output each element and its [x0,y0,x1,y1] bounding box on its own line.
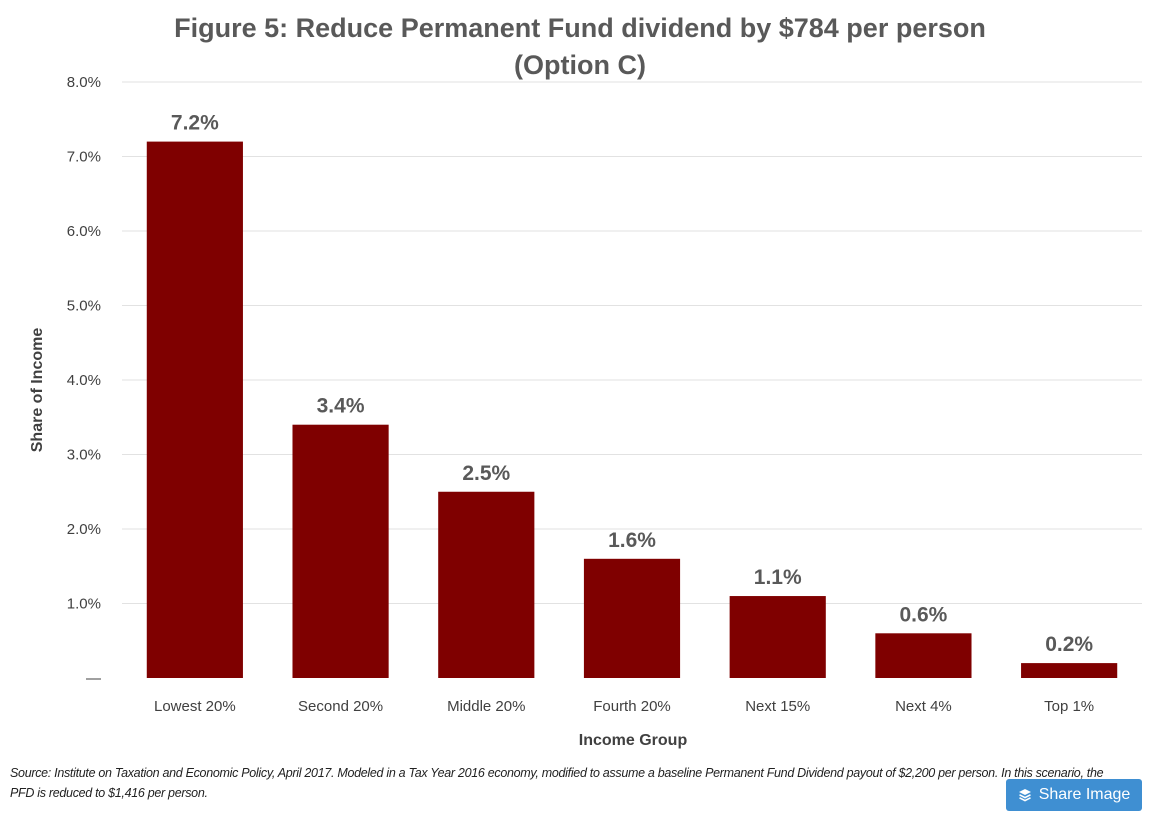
y-tick-label: 3.0% [67,447,101,464]
chart-title: Figure 5: Reduce Permanent Fund dividend… [174,13,986,43]
bars [146,141,1118,679]
category-label: Middle 20% [447,698,525,715]
x-axis-title: Income Group [579,732,688,749]
y-axis-ticks: — 1.0% 2.0% 3.0% 4.0% 5.0% 6.0% 7.0% 8.0% [67,74,101,687]
bar [1021,663,1118,678]
y-tick-label: 2.0% [67,521,101,538]
category-label: Next 15% [745,698,810,715]
share-button-label: Share Image [1038,786,1131,803]
y-axis-title: Share of Income [29,328,46,453]
data-labels: 7.2% 3.4% 2.5% 1.6% 1.1% 0.6% 0.2% [171,112,1093,656]
bar-chart: Figure 5: Reduce Permanent Fund dividend… [29,13,1142,749]
y-tick-label: 5.0% [67,298,101,315]
data-label: 2.5% [462,462,510,485]
category-label: Top 1% [1044,698,1094,715]
data-label: 1.1% [754,566,802,589]
chart-subtitle: (Option C) [514,50,646,80]
bar [438,491,535,678]
data-label: 0.6% [899,603,947,626]
y-tick-label: 6.0% [67,223,101,240]
category-label: Fourth 20% [593,698,671,715]
bar [292,424,389,678]
x-axis-categories: Lowest 20% Second 20% Middle 20% Fourth 20%… [154,698,1094,715]
y-tick-label: — [86,670,101,687]
y-tick-label: 7.0% [67,149,101,166]
data-label: 0.2% [1045,633,1093,656]
bar [729,596,826,678]
data-label: 3.4% [317,395,365,418]
category-label: Next 4% [895,698,952,715]
gridlines [122,81,1142,604]
share-image-button[interactable]: Share Image [1006,779,1142,811]
bar [146,141,243,679]
data-label: 7.2% [171,112,219,135]
y-tick-label: 1.0% [67,596,101,613]
y-tick-label: 8.0% [67,74,101,91]
data-label: 1.6% [608,529,656,552]
layers-icon [1018,789,1031,802]
bar [875,633,972,678]
bar [583,558,681,678]
category-label: Second 20% [298,698,383,715]
y-tick-label: 4.0% [67,372,101,389]
category-label: Lowest 20% [154,698,236,715]
source-note: Source: Institute on Taxation and Econom… [10,766,1104,800]
